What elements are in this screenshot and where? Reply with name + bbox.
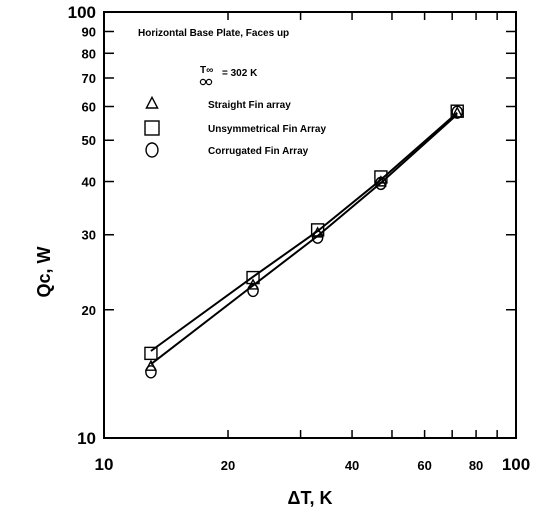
y-tick-label: 70 — [82, 71, 96, 86]
ambient-symbol: T∞ — [200, 65, 213, 76]
y-tick-label: 30 — [82, 228, 96, 243]
x-tick-label: 40 — [345, 458, 359, 473]
circle-marker — [247, 283, 259, 298]
y-axis-ticks: 10 20 30 40 50 60 70 80 90 100 — [68, 3, 516, 448]
triangle-marker — [144, 359, 157, 371]
x-tick-label: 10 — [95, 455, 114, 474]
square-marker — [144, 346, 158, 361]
y-tick-label: 40 — [82, 175, 96, 190]
ambient-note: T∞ = 302 K — [200, 65, 258, 79]
triangle-marker — [374, 175, 387, 187]
y-tick-label: 60 — [82, 100, 96, 115]
square-marker — [246, 270, 260, 285]
legend-label: Straight Fin array — [208, 100, 291, 111]
chart-title: Horizontal Base Plate, Faces up — [138, 28, 289, 39]
legend-label: Corrugated Fin Array — [208, 146, 309, 157]
y-axis-label: Qc, W — [34, 246, 54, 297]
x-axis-label: ΔT, K — [288, 488, 333, 508]
y-tick-label: 90 — [82, 24, 96, 39]
x-tick-label: 100 — [502, 455, 530, 474]
plot-frame — [103, 11, 517, 439]
circle-marker — [375, 176, 387, 191]
circle-marker — [145, 365, 157, 379]
y-tick-label: 20 — [82, 303, 96, 318]
triangle-marker — [145, 95, 159, 109]
x-tick-label: 80 — [469, 458, 483, 473]
y-tick-label: 10 — [77, 429, 96, 448]
legend-label: Unsymmetrical Fin Array — [208, 124, 326, 135]
data-markers — [144, 104, 464, 379]
ambient-symbol-mark — [199, 78, 207, 86]
circle-marker — [451, 105, 464, 119]
ambient-value: = 302 K — [222, 68, 258, 79]
square-marker — [310, 223, 325, 237]
square-marker — [144, 120, 160, 136]
ambient-symbol-mark — [205, 78, 213, 86]
square-marker — [450, 104, 464, 118]
y-tick-label: 80 — [82, 46, 96, 61]
x-tick-label: 60 — [417, 458, 431, 473]
y-tick-label: 50 — [82, 133, 96, 148]
square-marker — [374, 170, 388, 184]
x-tick-label: 20 — [221, 458, 235, 473]
circle-marker — [145, 142, 159, 158]
y-tick-label: 100 — [68, 3, 96, 22]
circle-marker — [311, 230, 324, 244]
x-axis-ticks: 10 20 40 60 80 100 — [95, 12, 530, 474]
legend: Straight Fin array Unsymmetrical Fin Arra… — [144, 78, 326, 158]
